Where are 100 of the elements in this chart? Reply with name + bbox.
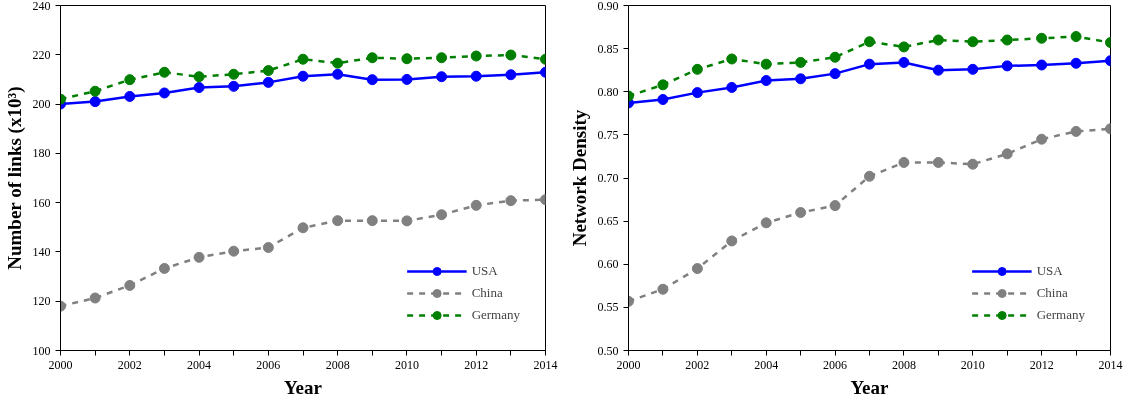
y-tick-label: 240	[32, 0, 51, 13]
point	[193, 71, 205, 83]
point	[795, 73, 807, 85]
point	[262, 242, 274, 253]
point	[1001, 34, 1013, 46]
point	[124, 90, 136, 102]
legend-label: Germany	[471, 307, 520, 323]
x-tick-label: 2008	[891, 357, 916, 372]
x-tick-label: 2010	[394, 357, 419, 372]
point	[726, 81, 738, 93]
x-tick-label: 2002	[685, 357, 710, 372]
x-tick-label: 2010	[960, 357, 985, 372]
point	[332, 68, 344, 80]
point	[1036, 32, 1048, 44]
point	[691, 263, 703, 275]
point	[864, 170, 875, 182]
point	[505, 69, 517, 81]
point	[691, 63, 703, 75]
point	[436, 71, 448, 83]
point	[158, 66, 170, 78]
point	[829, 68, 841, 80]
point	[228, 68, 240, 80]
y-tick-label: 180	[32, 146, 51, 161]
point	[898, 56, 910, 68]
point	[1070, 57, 1082, 69]
point	[1070, 125, 1082, 137]
y-tick-label: 0.70	[597, 171, 619, 185]
point	[932, 64, 944, 76]
point	[401, 53, 413, 65]
point	[760, 75, 772, 87]
y-tick-label: 0.75	[597, 127, 619, 142]
point	[657, 94, 669, 105]
x-tick-label: 2008	[325, 357, 350, 372]
point	[366, 215, 378, 227]
x-tick-label: 2012	[464, 357, 489, 372]
point	[332, 215, 344, 227]
y-tick-label: 0.80	[597, 84, 619, 99]
point	[1036, 59, 1048, 71]
y-tick-label: 0.60	[597, 257, 619, 272]
legend-label: USA	[471, 263, 498, 279]
point	[124, 74, 136, 86]
point	[795, 56, 807, 68]
point	[691, 87, 703, 99]
point	[967, 158, 979, 170]
point	[470, 199, 482, 211]
point	[158, 87, 170, 99]
x-tick-label: 2000	[48, 357, 73, 372]
y-tick-label: 140	[32, 244, 51, 259]
point	[124, 279, 136, 291]
point	[898, 156, 910, 168]
y-tick-label: 0.85	[597, 41, 619, 56]
y-tick-label: 160	[32, 195, 51, 210]
point	[1070, 31, 1082, 43]
point	[726, 53, 738, 65]
point	[436, 209, 448, 221]
point	[505, 195, 517, 207]
x-axis-title: Year	[850, 376, 890, 398]
point	[436, 52, 448, 64]
point	[470, 50, 482, 62]
x-tick-label: 2004	[187, 357, 212, 372]
point	[89, 85, 101, 97]
point	[967, 36, 979, 48]
legend-label: Germany	[1036, 307, 1085, 323]
y-tick-label: 220	[32, 47, 51, 62]
point	[657, 79, 669, 91]
point	[829, 200, 841, 212]
point	[297, 222, 309, 234]
point	[193, 82, 205, 94]
point	[228, 245, 240, 257]
x-axis-title: Year	[284, 376, 323, 398]
point	[967, 63, 979, 75]
x-tick-label: 2004	[754, 357, 779, 372]
point	[193, 251, 205, 263]
point	[366, 74, 378, 86]
x-tick-label: 2014	[533, 357, 558, 372]
legend-label: China	[471, 285, 503, 301]
point	[864, 36, 875, 48]
point	[89, 292, 101, 304]
point	[470, 70, 482, 82]
x-tick-label: 2012	[1029, 357, 1054, 372]
point	[297, 70, 309, 82]
point	[932, 156, 944, 168]
point	[401, 215, 413, 227]
legend-label: China	[1036, 285, 1068, 301]
y-tick-label: 200	[32, 97, 51, 112]
point	[760, 58, 772, 70]
x-tick-label: 2006	[256, 357, 281, 372]
point	[1001, 148, 1013, 160]
point	[505, 49, 517, 61]
point	[89, 96, 101, 108]
y-tick-label: 120	[32, 294, 51, 309]
point	[898, 41, 910, 53]
point	[760, 217, 772, 229]
point	[1036, 133, 1048, 145]
point	[864, 58, 875, 70]
y-tick-label: 100	[32, 343, 51, 358]
x-tick-label: 2000	[616, 357, 641, 372]
point	[332, 57, 344, 69]
point	[366, 52, 378, 64]
y-tick-label: 0.50	[597, 343, 619, 358]
